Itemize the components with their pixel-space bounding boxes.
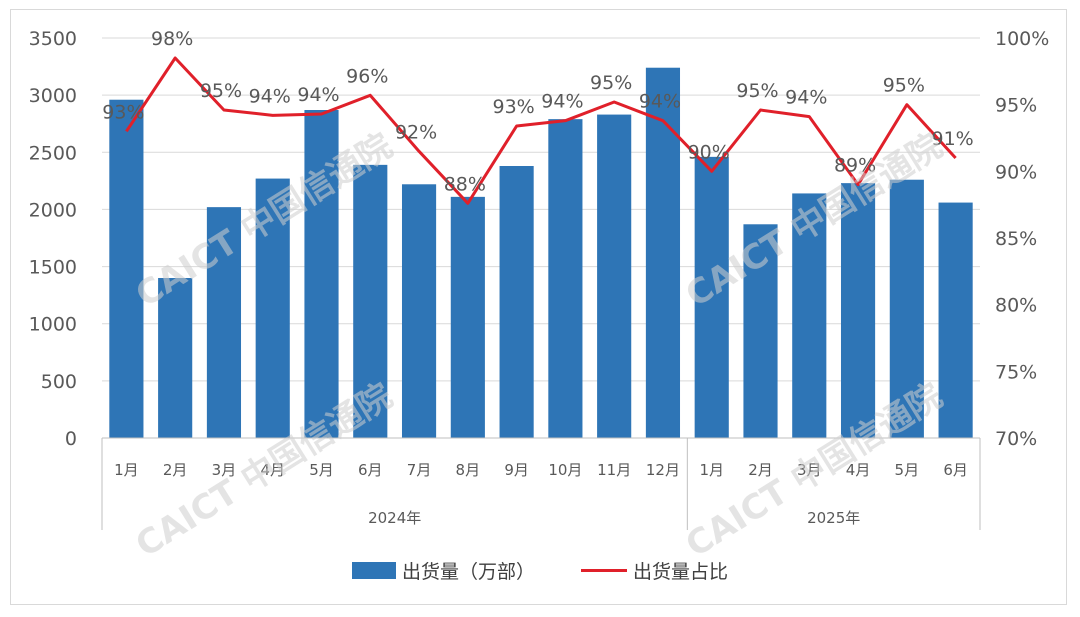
x-tick-label: 8月: [456, 461, 481, 479]
y-right-tick-label: 100%: [995, 28, 1049, 50]
bar: [792, 193, 827, 438]
y-left-tick-label: 500: [41, 371, 77, 393]
legend-item-shipments: 出货量（万部）: [351, 557, 535, 584]
x-tick-label: 9月: [504, 461, 529, 479]
bar: [645, 67, 681, 438]
x-tick-label: 4月: [846, 461, 871, 479]
x-tick-label: 12月: [646, 461, 680, 479]
bar: [304, 110, 339, 438]
x-tick-label: 6月: [943, 461, 968, 479]
bar: [743, 224, 778, 438]
x-tick-label: 5月: [309, 461, 334, 479]
year-group-label: 2025年: [807, 509, 860, 527]
share-data-label: 94%: [249, 85, 291, 107]
legend-item-share: 出货量占比: [581, 557, 728, 584]
share-data-label: 88%: [444, 173, 486, 195]
share-data-label: 95%: [200, 80, 242, 102]
share-data-label: 91%: [931, 128, 973, 150]
legend-label-shipments: 出货量（万部）: [401, 560, 535, 583]
x-tick-label: 5月: [895, 461, 920, 479]
share-data-label: 89%: [834, 155, 876, 177]
bar: [255, 178, 290, 439]
share-line: [125, 56, 957, 205]
bar: [548, 119, 583, 439]
y-left-tick-label: 1500: [29, 257, 77, 279]
share-data-label: 93%: [102, 101, 144, 123]
x-tick-label: 1月: [114, 461, 139, 479]
y-right-tick-label: 80%: [995, 295, 1037, 317]
y-right-tick-label: 70%: [995, 428, 1037, 450]
share-data-label: 93%: [492, 96, 534, 118]
bar: [401, 184, 437, 438]
bar: [450, 196, 485, 438]
y-left-tick-label: 2000: [29, 199, 77, 221]
x-tick-label: 11月: [597, 461, 631, 479]
share-data-label: 94%: [297, 84, 339, 106]
x-tick-label: 2月: [163, 461, 188, 479]
x-tick-label: 6月: [358, 461, 383, 479]
bar: [206, 207, 242, 438]
chart-legend: 出货量（万部） 出货量占比: [0, 555, 1080, 585]
share-data-label: 96%: [346, 65, 388, 87]
year-group-label: 2024年: [368, 509, 421, 527]
y-left-tick-label: 2500: [29, 142, 77, 164]
bar: [840, 183, 876, 438]
y-left-tick-label: 1000: [29, 314, 77, 336]
y-left-tick-label: 3500: [29, 28, 77, 50]
legend-bar-swatch: [351, 561, 396, 579]
share-data-label: 95%: [590, 72, 632, 94]
bar: [353, 164, 388, 438]
x-tick-label: 7月: [407, 461, 432, 479]
share-data-label: 98%: [151, 28, 193, 50]
bar: [597, 114, 632, 439]
x-tick-label: 4月: [260, 461, 285, 479]
share-data-label: 92%: [395, 121, 437, 143]
y-right-tick-label: 85%: [995, 228, 1037, 250]
bar: [109, 99, 144, 438]
y-right-tick-label: 90%: [995, 161, 1037, 183]
share-data-label: 94%: [785, 87, 827, 109]
x-tick-label: 3月: [212, 461, 237, 479]
bar: [889, 179, 924, 438]
bar: [158, 278, 193, 438]
x-tick-label: 10月: [548, 461, 582, 479]
bar: [499, 166, 534, 438]
x-tick-label: 1月: [699, 461, 724, 479]
x-tick-label: 3月: [797, 461, 822, 479]
share-data-label: 94%: [639, 91, 681, 113]
legend-line-swatch: [581, 568, 627, 572]
bar: [938, 202, 973, 438]
legend-label-share: 出货量占比: [633, 560, 729, 583]
y-left-tick-label: 0: [65, 428, 77, 450]
share-data-label: 95%: [736, 80, 778, 102]
y-right-tick-label: 75%: [995, 361, 1037, 383]
y-right-tick-label: 95%: [995, 95, 1037, 117]
x-tick-label: 2月: [748, 461, 773, 479]
y-left-tick-label: 3000: [29, 85, 77, 107]
share-data-label: 94%: [541, 91, 583, 113]
share-data-label: 95%: [883, 75, 925, 97]
bar: [694, 156, 729, 438]
share-data-label: 90%: [688, 141, 730, 163]
